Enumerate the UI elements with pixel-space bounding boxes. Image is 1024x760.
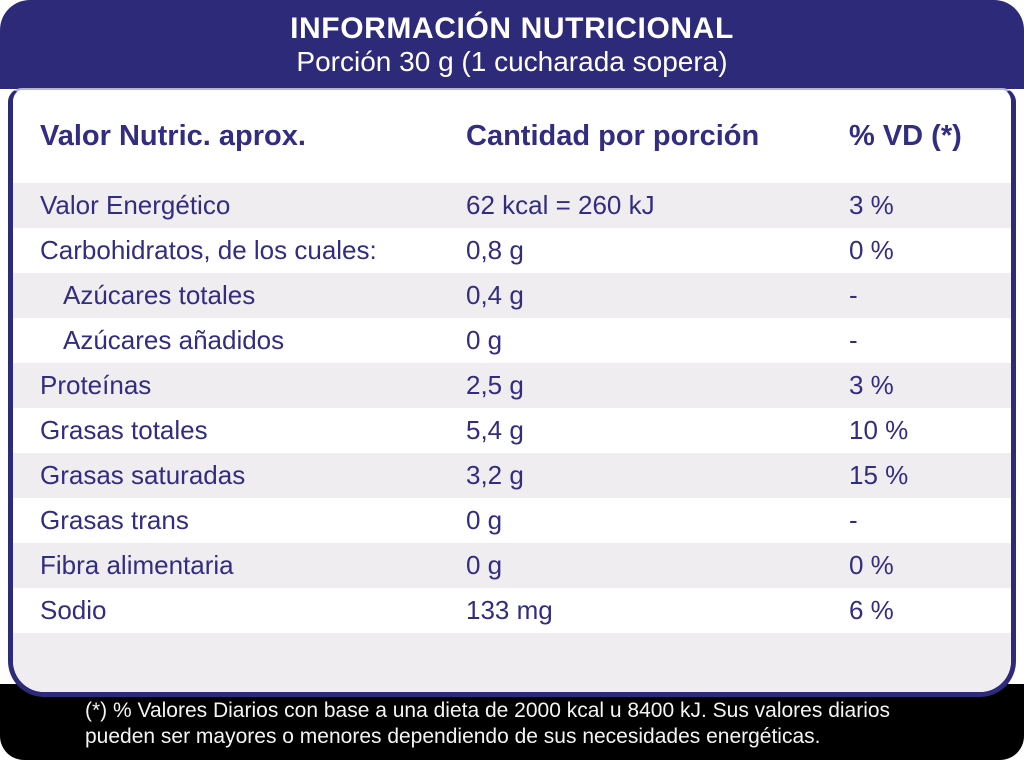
row-amount: 0 g <box>466 505 503 535</box>
table-row: Azúcares totales 0,4 g - <box>13 273 1011 318</box>
row-label: Carbohidratos, de los cuales: <box>40 235 377 265</box>
row-amount: 133 mg <box>466 595 553 625</box>
column-header-daily-value: % VD (*) <box>849 120 962 152</box>
row-daily-value: 3 % <box>849 190 894 220</box>
table-row: Proteínas 2,5 g 3 % <box>13 363 1011 408</box>
row-daily-value: 6 % <box>849 595 894 625</box>
table-row: Fibra alimentaria 0 g 0 % <box>13 543 1011 588</box>
label-title: INFORMACIÓN NUTRICIONAL <box>290 12 734 45</box>
nutrition-table-panel: Valor Nutric. aprox. Cantidad por porció… <box>8 88 1016 697</box>
row-amount: 3,2 g <box>466 460 524 490</box>
row-daily-value: - <box>849 280 858 310</box>
table-bottom-filler <box>13 633 1011 692</box>
row-daily-value: 0 % <box>849 235 894 265</box>
header-band: INFORMACIÓN NUTRICIONAL Porción 30 g (1 … <box>0 0 1024 89</box>
footnote-line-1: (*) % Valores Diarios con base a una die… <box>85 699 891 722</box>
row-label: Proteínas <box>40 370 152 400</box>
table-row: Sodio 133 mg 6 % <box>13 588 1011 633</box>
row-label: Grasas totales <box>40 415 208 445</box>
row-label: Fibra alimentaria <box>40 550 234 580</box>
row-daily-value: 10 % <box>849 415 909 445</box>
footnote-line-2: pueden ser mayores o menores dependiendo… <box>85 725 821 748</box>
column-header-nutrient: Valor Nutric. aprox. <box>40 120 306 152</box>
row-daily-value: - <box>849 505 858 535</box>
row-amount: 5,4 g <box>466 415 524 445</box>
row-amount: 2,5 g <box>466 370 524 400</box>
row-daily-value: - <box>849 325 858 355</box>
row-amount: 0 g <box>466 550 503 580</box>
row-amount: 62 kcal = 260 kJ <box>466 190 655 220</box>
row-daily-value: 0 % <box>849 550 894 580</box>
row-label: Grasas saturadas <box>40 460 246 490</box>
row-daily-value: 15 % <box>849 460 909 490</box>
row-label: Valor Energético <box>40 190 231 220</box>
row-label: Sodio <box>40 595 107 625</box>
row-label: Grasas trans <box>40 505 189 535</box>
column-header-amount: Cantidad por porción <box>466 120 760 152</box>
table-header-row: Valor Nutric. aprox. Cantidad por porció… <box>13 90 1011 183</box>
table-row: Carbohidratos, de los cuales: 0,8 g 0 % <box>13 228 1011 273</box>
row-amount: 0 g <box>466 325 503 355</box>
table-row: Grasas saturadas 3,2 g 15 % <box>13 453 1011 498</box>
row-amount: 0,8 g <box>466 235 524 265</box>
row-amount: 0,4 g <box>466 280 524 310</box>
table-row: Grasas totales 5,4 g 10 % <box>13 408 1011 453</box>
row-label: Azúcares totales <box>63 280 256 310</box>
table-row: Grasas trans 0 g - <box>13 498 1011 543</box>
serving-size-subtitle: Porción 30 g (1 cucharada sopera) <box>296 46 728 77</box>
row-label: Azúcares añadidos <box>63 325 285 355</box>
table-row: Valor Energético 62 kcal = 260 kJ 3 % <box>13 183 1011 228</box>
row-daily-value: 3 % <box>849 370 894 400</box>
table-row: Azúcares añadidos 0 g - <box>13 318 1011 363</box>
